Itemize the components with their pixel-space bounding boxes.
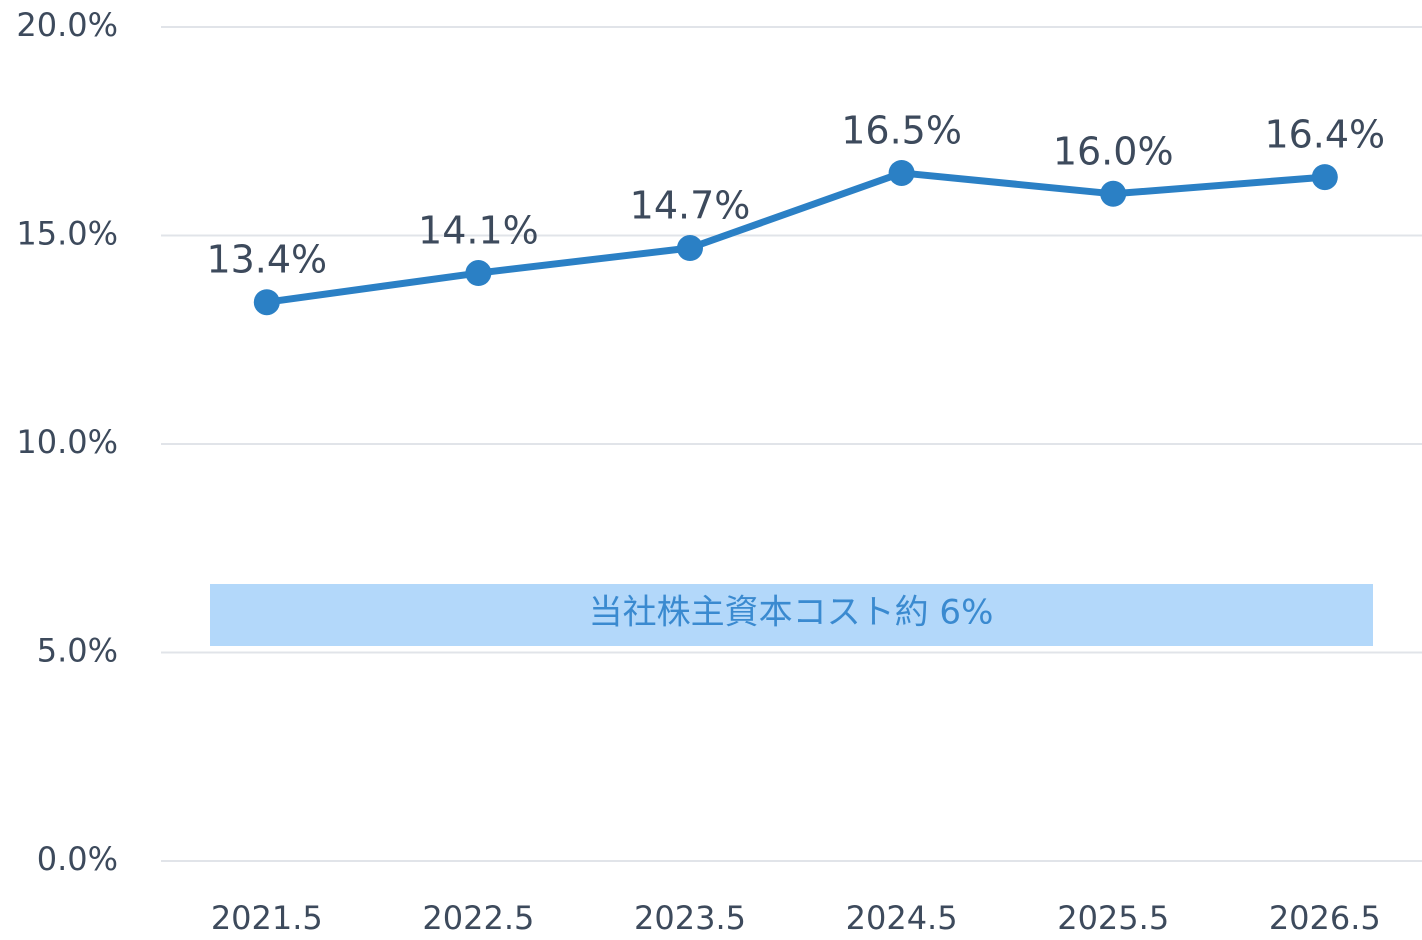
- point: [253, 289, 280, 316]
- data-label: 16.0%: [1053, 129, 1174, 173]
- line: [266, 169, 1326, 306]
- band-label: 当社株主資本コスト約 6%: [589, 593, 994, 633]
- x-tick-label: 2025.5: [1057, 899, 1169, 937]
- point: [888, 159, 915, 186]
- data-label: 16.5%: [841, 108, 962, 152]
- y-tick-label: 10.0%: [16, 423, 118, 461]
- point: [1100, 180, 1127, 207]
- y-tick-label: 5.0%: [37, 632, 118, 670]
- x-tick-label: 2024.5: [846, 899, 958, 937]
- cost-band: [210, 584, 1373, 646]
- data-label: 13.4%: [206, 238, 327, 282]
- point: [465, 260, 492, 287]
- x-tick-label: 2026.5: [1269, 899, 1381, 937]
- x-tick-label: 2023.5: [634, 899, 746, 937]
- x-tick-label: 2022.5: [422, 899, 534, 937]
- point: [1311, 164, 1338, 191]
- x-tick-label: 2021.5: [211, 899, 323, 937]
- data-label: 14.7%: [630, 184, 751, 228]
- point: [677, 235, 703, 262]
- y-tick-label: 20.0%: [16, 6, 118, 44]
- data-label: 14.1%: [418, 209, 539, 253]
- data-label: 16.4%: [1264, 113, 1385, 157]
- y-tick-label: 0.0%: [37, 840, 118, 878]
- y-tick-label: 15.0%: [16, 215, 118, 253]
